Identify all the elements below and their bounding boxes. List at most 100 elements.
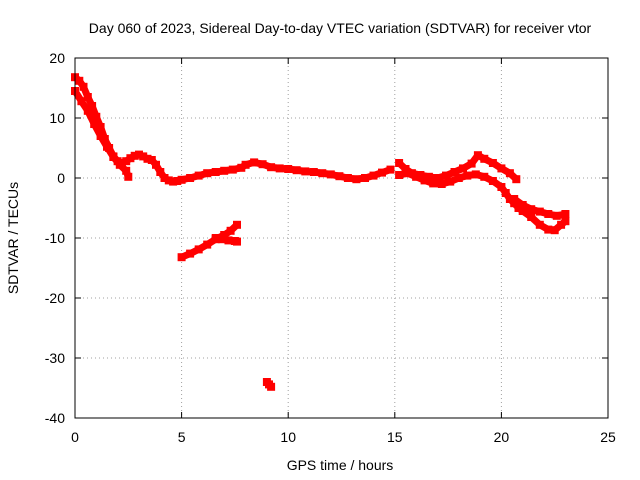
data-point (535, 220, 544, 229)
data-point (211, 234, 220, 242)
data-point (228, 165, 237, 174)
data-point (424, 172, 433, 181)
data-point (473, 151, 482, 160)
axis-ticks: 0 5 10 15 20 25 -40 -30 -20 -10 0 10 20 (45, 50, 616, 445)
data-point (501, 189, 510, 197)
data-point (220, 231, 229, 239)
data-point (233, 220, 241, 229)
data-point (258, 160, 267, 169)
data-point (505, 169, 514, 178)
data-point (459, 164, 467, 173)
data-point (401, 165, 410, 173)
data-point (109, 153, 118, 161)
x-tick-label: 25 (600, 429, 616, 445)
data-point (103, 142, 111, 151)
y-axis-label: SDTVAR / TECUs (5, 182, 21, 294)
data-point (96, 132, 105, 140)
data-point (335, 172, 344, 181)
data-point (497, 183, 506, 191)
data-point (267, 382, 276, 391)
data-point (544, 225, 553, 234)
data-point (164, 176, 173, 185)
x-tick-label: 5 (178, 429, 186, 445)
data-point (147, 156, 156, 164)
data-point (115, 160, 124, 169)
data-point (83, 106, 92, 115)
data-point (88, 102, 97, 110)
data-point (488, 159, 497, 167)
data-point (420, 176, 429, 185)
x-tick-label: 10 (280, 429, 296, 445)
data-point (535, 207, 544, 216)
data-point (395, 159, 404, 167)
data-point (218, 235, 227, 244)
data-point (552, 211, 561, 220)
chart-title: Day 060 of 2023, Sidereal Day-to-day VTE… (89, 20, 592, 36)
data-point (343, 174, 352, 182)
x-tick-label: 15 (387, 429, 403, 445)
data-point (284, 165, 293, 173)
data-point (527, 213, 536, 221)
data-point (361, 174, 369, 182)
data-point (241, 160, 250, 169)
data-point (186, 249, 195, 258)
data-point (352, 175, 361, 184)
data-point (505, 195, 514, 203)
y-tick-label: -10 (45, 230, 65, 246)
data-point (224, 236, 233, 245)
data-point (518, 201, 527, 209)
data-point (412, 172, 421, 181)
data-point (550, 226, 559, 235)
data-point (463, 171, 472, 180)
data-point (233, 237, 241, 246)
y-tick-label: 20 (49, 50, 65, 66)
data-point (83, 93, 92, 101)
data-point (135, 150, 143, 159)
y-tick-label: 10 (49, 110, 65, 126)
data-point (467, 159, 476, 168)
y-tick-label: 0 (57, 170, 65, 186)
data-point (139, 152, 148, 161)
data-point (446, 177, 455, 186)
data-point (488, 177, 497, 185)
data-point (301, 167, 310, 176)
data-point (471, 170, 480, 179)
data-point (544, 210, 553, 218)
data-point (237, 163, 246, 172)
data-point (510, 195, 519, 203)
data-point (378, 168, 386, 177)
x-tick-label: 20 (494, 429, 510, 445)
data-point (177, 253, 186, 262)
data-point (250, 158, 259, 167)
data-points (71, 73, 570, 391)
data-point (92, 112, 101, 121)
data-point (561, 217, 570, 226)
data-point (130, 151, 139, 160)
data-point (480, 154, 489, 163)
data-point (267, 163, 276, 172)
data-point (480, 172, 489, 181)
y-tick-label: -40 (45, 410, 65, 426)
data-point (177, 175, 186, 184)
data-point (152, 160, 160, 169)
data-point (454, 174, 463, 182)
data-point (211, 168, 220, 176)
data-point (75, 76, 84, 85)
data-point (124, 172, 133, 181)
data-point (437, 180, 446, 188)
data-point (292, 166, 301, 175)
data-point (122, 157, 131, 166)
data-point (156, 168, 165, 176)
data-point (527, 205, 536, 214)
data-point (512, 175, 521, 184)
data-point (442, 171, 450, 180)
data-point (160, 174, 169, 182)
data-point (518, 207, 527, 215)
data-point (77, 97, 86, 106)
data-point (403, 169, 412, 178)
data-point (369, 171, 378, 180)
data-point (96, 123, 105, 131)
data-point (514, 204, 523, 212)
grid (75, 58, 608, 418)
data-point (318, 169, 327, 178)
